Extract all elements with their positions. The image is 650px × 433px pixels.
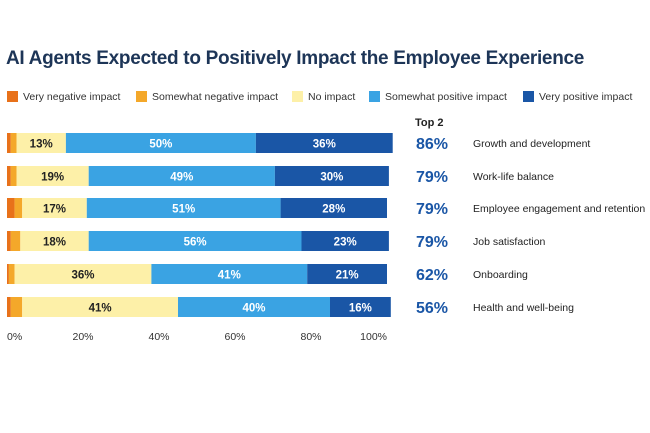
bar-segment — [16, 133, 66, 153]
data-label: 30% — [320, 172, 343, 184]
x-tick-label: 100% — [360, 331, 387, 343]
top2-value: 86% — [416, 136, 448, 153]
bar-segment — [7, 166, 11, 186]
x-tick-label: 40% — [148, 331, 169, 343]
data-label: 40% — [242, 303, 265, 315]
legend-label: Very positive impact — [539, 91, 632, 103]
bar-segment — [22, 198, 87, 218]
bar-segment — [65, 133, 256, 153]
category-label: Job satisfaction — [473, 236, 546, 248]
category-label: Health and well-being — [473, 302, 574, 314]
bar-segment — [280, 198, 387, 218]
bar-segment — [10, 231, 21, 251]
bar-segment — [151, 264, 308, 284]
legend-label: Very negative impact — [23, 91, 121, 103]
bar-segment — [255, 133, 393, 153]
bar-segment — [10, 297, 23, 317]
data-label: 17% — [43, 204, 66, 216]
bar-segment — [8, 264, 15, 284]
category-label: Onboarding — [473, 269, 528, 281]
data-label: 19% — [41, 172, 64, 184]
top2-value: 62% — [416, 267, 448, 284]
legend-swatch — [7, 91, 18, 102]
top2-value: 79% — [416, 201, 448, 218]
data-label: 49% — [170, 172, 193, 184]
legend-swatch — [523, 91, 534, 102]
bar-segment — [14, 264, 152, 284]
data-label: 41% — [218, 270, 241, 282]
bar-segment — [307, 264, 387, 284]
top2-value: 79% — [416, 169, 448, 186]
bar-segment — [10, 166, 17, 186]
bar-segment — [7, 231, 11, 251]
legend-swatch — [136, 91, 147, 102]
bar-segment — [301, 231, 389, 251]
legend-swatch — [369, 91, 380, 102]
category-label: Employee engagement and retention — [473, 203, 645, 215]
data-label: 41% — [89, 303, 112, 315]
bar-segment — [20, 231, 89, 251]
x-tick-label: 60% — [224, 331, 245, 343]
data-label: 36% — [313, 139, 336, 151]
legend-swatch — [292, 91, 303, 102]
bar-segment — [86, 198, 281, 218]
bar-segment — [7, 198, 15, 218]
data-label: 50% — [149, 139, 172, 151]
data-label: 28% — [322, 204, 345, 216]
bar-segment — [7, 297, 11, 317]
top2-value: 79% — [416, 234, 448, 251]
legend-label: Somewhat negative impact — [152, 91, 278, 103]
bar-segment — [22, 297, 179, 317]
data-label: 51% — [172, 204, 195, 216]
x-tick-label: 80% — [300, 331, 321, 343]
data-label: 16% — [349, 303, 372, 315]
bar-segment — [7, 264, 9, 284]
bar-segment — [274, 166, 389, 186]
chart-title: AI Agents Expected to Positively Impact … — [6, 48, 585, 69]
bar-segment — [7, 133, 11, 153]
data-label: 56% — [184, 237, 207, 249]
data-label: 21% — [336, 270, 359, 282]
bar-segment — [10, 133, 17, 153]
top2-header: Top 2 — [415, 117, 444, 129]
legend-label: No impact — [308, 91, 355, 103]
top2-value: 56% — [416, 300, 448, 317]
category-label: Growth and development — [473, 138, 590, 150]
x-tick-label: 0% — [7, 331, 22, 343]
bar-segment — [16, 166, 89, 186]
bar-segment — [178, 297, 330, 317]
data-label: 18% — [43, 237, 66, 249]
data-label: 13% — [30, 139, 53, 151]
x-tick-label: 20% — [72, 331, 93, 343]
category-label: Work-life balance — [473, 171, 554, 183]
data-label: 23% — [334, 237, 357, 249]
bar-segment — [330, 297, 391, 317]
data-label: 36% — [71, 270, 94, 282]
bar-segment — [88, 231, 302, 251]
bar-segment — [14, 198, 23, 218]
bar-segment — [88, 166, 275, 186]
legend-label: Somewhat positive impact — [385, 91, 507, 103]
